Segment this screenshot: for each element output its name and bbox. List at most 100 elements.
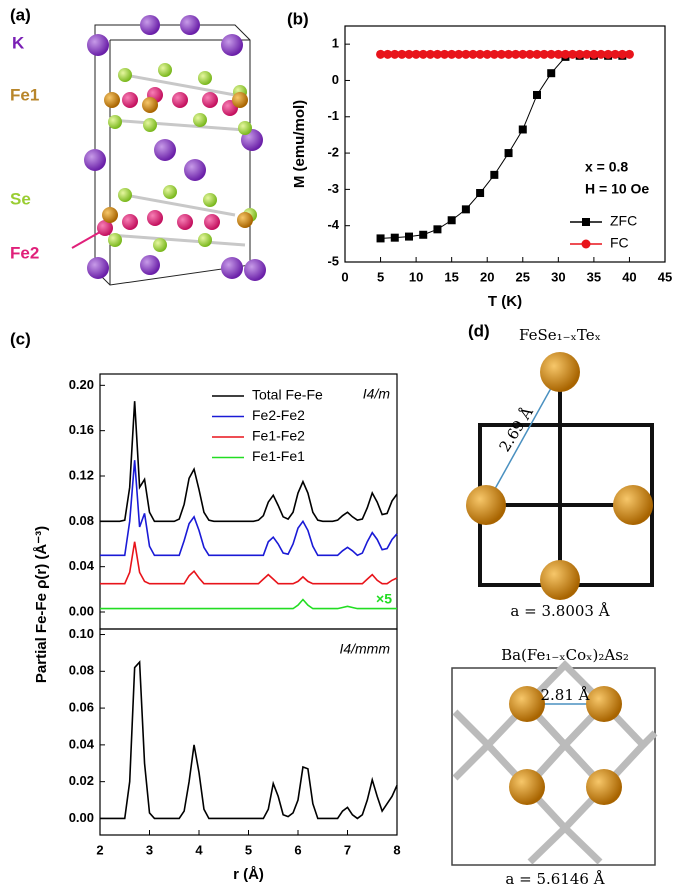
distance-label: 2.81 Å bbox=[541, 686, 590, 704]
marker bbox=[596, 49, 606, 59]
y-axis-label: M (emu/mol) bbox=[291, 100, 308, 188]
x-tick-label: 25 bbox=[516, 269, 530, 284]
y-tick-label: 0.16 bbox=[69, 422, 94, 437]
marker bbox=[504, 49, 514, 59]
marker bbox=[546, 49, 556, 59]
marker bbox=[575, 49, 585, 59]
legend-label: Fe1-Fe1 bbox=[252, 448, 305, 464]
marker bbox=[589, 49, 599, 59]
legend-label: Fe1-Fe2 bbox=[252, 428, 305, 444]
x-tick-label: 4 bbox=[195, 842, 203, 857]
legend-marker bbox=[581, 239, 591, 249]
x-axis-label: T (K) bbox=[488, 293, 522, 310]
marker bbox=[397, 49, 407, 59]
fe2-pointer bbox=[71, 231, 101, 249]
lattice-constant: a = 5.6146 Å bbox=[505, 870, 604, 888]
marker bbox=[425, 49, 435, 59]
x-tick-label: 45 bbox=[658, 269, 672, 284]
marker bbox=[447, 49, 457, 59]
y-tick-label: -4 bbox=[327, 217, 339, 232]
legend-label: ZFC bbox=[610, 213, 637, 229]
marker bbox=[432, 49, 442, 59]
series-line bbox=[100, 660, 398, 820]
marker bbox=[461, 49, 471, 59]
y-tick-label: 0.00 bbox=[69, 810, 94, 825]
plot-frame bbox=[99, 373, 398, 630]
marker bbox=[404, 49, 414, 59]
x-tick-label: 20 bbox=[480, 269, 494, 284]
annotation: x = 0.8 bbox=[585, 159, 628, 175]
y-tick-label: 0.08 bbox=[69, 513, 94, 528]
x-tick-label: 6 bbox=[294, 842, 301, 857]
annotation: ×5 bbox=[376, 591, 392, 607]
y-tick-label: 0.00 bbox=[69, 603, 94, 618]
series-line bbox=[100, 541, 398, 585]
x-tick-label: 40 bbox=[622, 269, 636, 284]
marker bbox=[419, 230, 428, 239]
marker bbox=[376, 234, 385, 243]
y-tick-label: 1 bbox=[332, 36, 339, 51]
series-line bbox=[380, 55, 623, 239]
series-line bbox=[100, 598, 397, 610]
x-tick-label: 5 bbox=[377, 269, 384, 284]
x-tick-label: 0 bbox=[341, 269, 348, 284]
annotation: I4/m bbox=[363, 386, 391, 402]
annotation: H = 10 Oe bbox=[585, 181, 649, 197]
marker bbox=[482, 49, 492, 59]
marker bbox=[539, 49, 549, 59]
atom-label: Fe1 bbox=[10, 85, 39, 104]
marker bbox=[582, 49, 592, 59]
panel-label: (d) bbox=[468, 321, 490, 340]
panel-label: (b) bbox=[287, 9, 309, 28]
formula: FeSe₁₋ₓTeₓ bbox=[519, 326, 601, 344]
marker bbox=[496, 49, 506, 59]
marker bbox=[468, 49, 478, 59]
marker bbox=[624, 49, 634, 59]
series-line bbox=[100, 460, 398, 557]
x-tick-label: 2 bbox=[96, 842, 103, 857]
legend-label: FC bbox=[610, 235, 629, 251]
y-tick-label: -5 bbox=[327, 253, 339, 268]
y-tick-label: 0.12 bbox=[69, 467, 94, 482]
x-tick-label: 3 bbox=[146, 842, 153, 857]
distance-label: 2.69 Å bbox=[496, 404, 537, 455]
series-line bbox=[100, 401, 398, 523]
marker bbox=[533, 90, 541, 99]
annotation: I4/mmm bbox=[339, 641, 390, 657]
marker bbox=[490, 170, 499, 179]
x-tick-label: 15 bbox=[444, 269, 458, 284]
marker bbox=[383, 49, 393, 59]
marker bbox=[518, 125, 527, 134]
atom-label: Fe2 bbox=[10, 243, 39, 262]
y-tick-label: 0 bbox=[332, 72, 339, 87]
marker bbox=[610, 49, 620, 59]
x-tick-label: 30 bbox=[551, 269, 565, 284]
marker bbox=[454, 49, 464, 59]
x-axis-label: r (Å) bbox=[233, 866, 264, 883]
formula: Ba(Fe₁₋ₓCoₓ)₂As₂ bbox=[501, 646, 629, 664]
marker bbox=[447, 216, 456, 225]
fe-atoms bbox=[97, 87, 253, 236]
x-tick-label: 5 bbox=[245, 842, 252, 857]
y-tick-label: -3 bbox=[327, 181, 339, 196]
plot-frame bbox=[344, 25, 666, 263]
plot-frame bbox=[99, 628, 398, 836]
crystal-structure bbox=[71, 15, 266, 286]
marker bbox=[518, 49, 528, 59]
marker bbox=[553, 49, 563, 59]
marker bbox=[489, 49, 499, 59]
marker bbox=[475, 49, 485, 59]
y-tick-label: 0.10 bbox=[69, 626, 94, 641]
y-tick-label: 0.08 bbox=[69, 663, 94, 678]
y-tick-label: 0.04 bbox=[69, 736, 95, 751]
x-tick-label: 10 bbox=[409, 269, 423, 284]
se-atoms bbox=[108, 63, 257, 252]
x-tick-label: 7 bbox=[344, 842, 351, 857]
bonds bbox=[109, 73, 246, 247]
x-tick-label: 35 bbox=[587, 269, 601, 284]
marker bbox=[405, 232, 413, 241]
panel-label: (a) bbox=[10, 5, 31, 24]
marker bbox=[476, 189, 485, 198]
k-atoms bbox=[84, 15, 266, 281]
